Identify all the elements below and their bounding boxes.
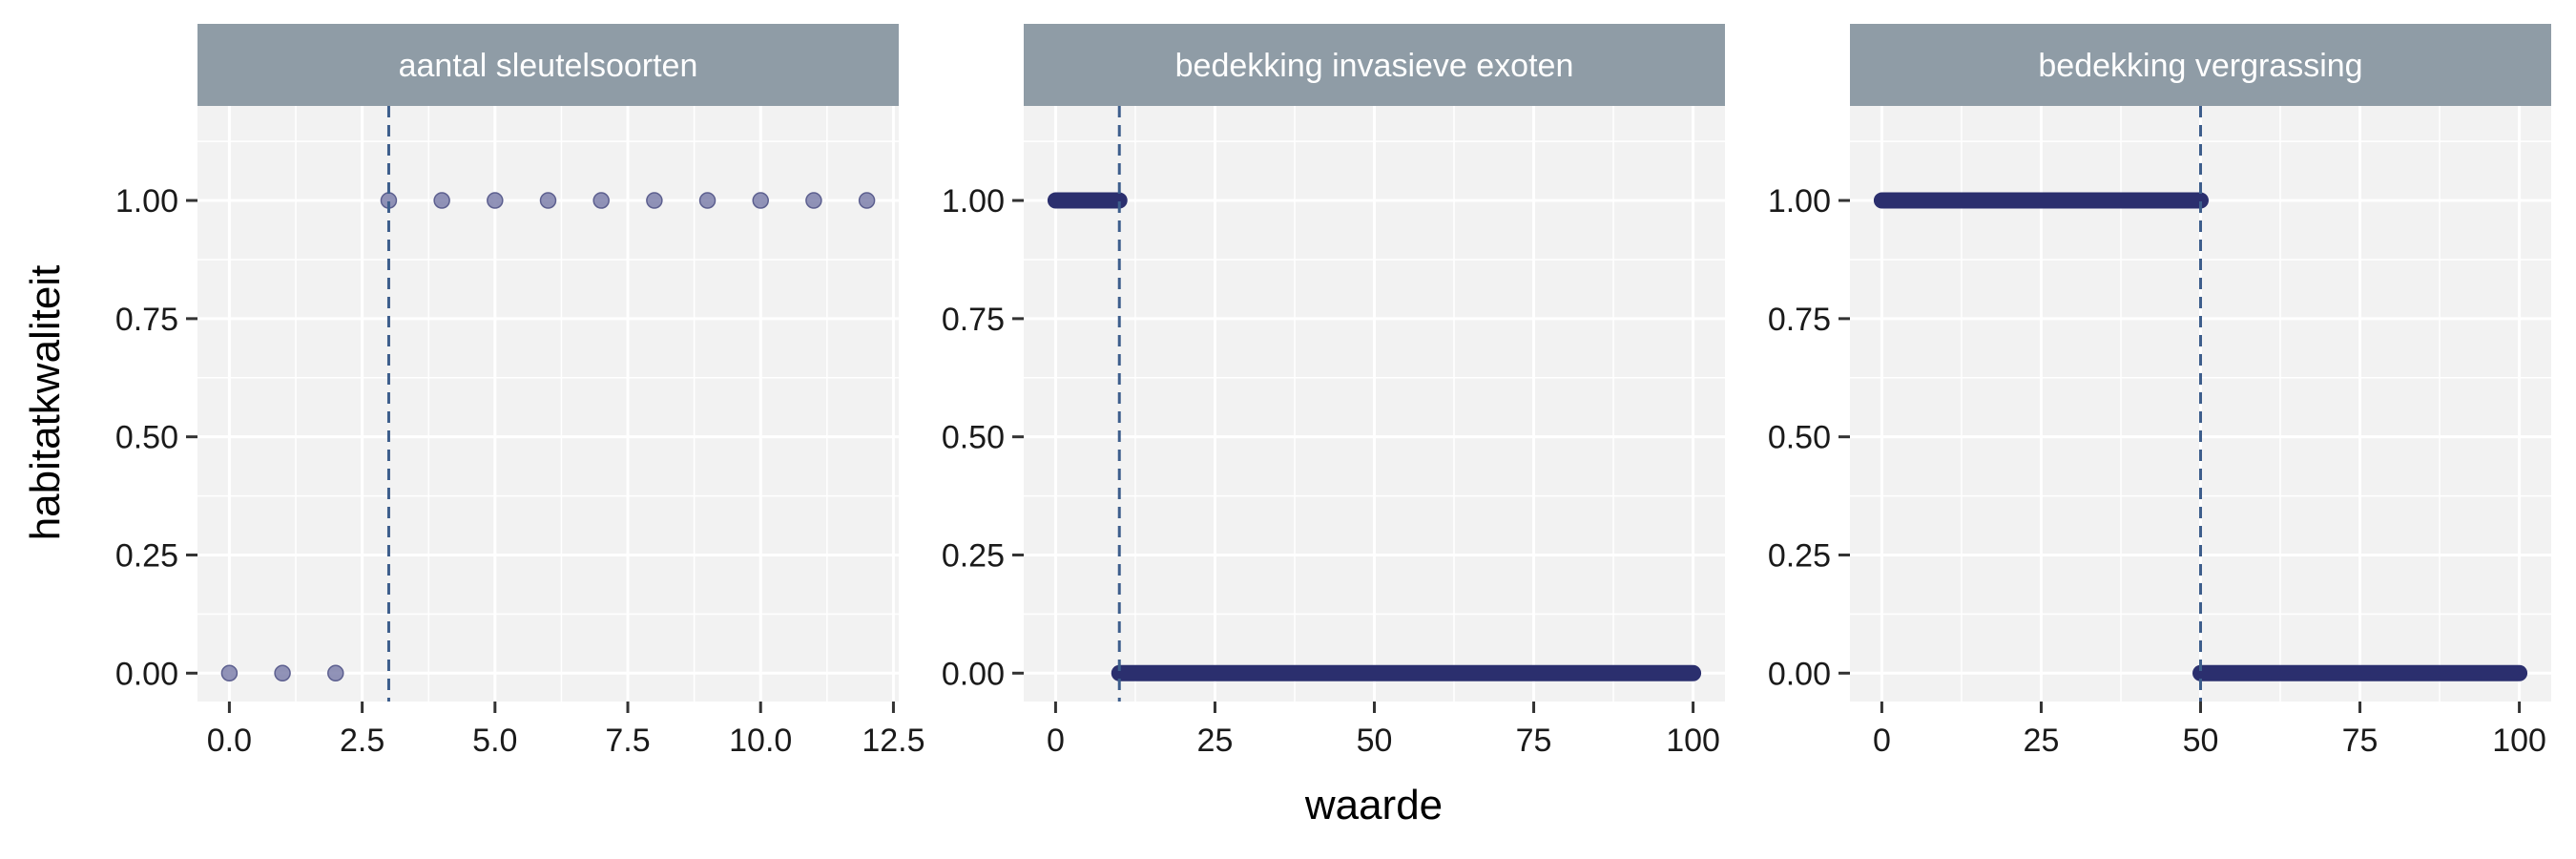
x-tick-label: 7.5 — [605, 723, 650, 759]
facet-strip — [197, 24, 899, 106]
y-tick-label: 0.75 — [115, 302, 178, 338]
facet-strip-label: bedekking invasieve exoten — [1175, 48, 1574, 84]
x-tick-label: 50 — [2183, 723, 2219, 759]
facet-panels: aantal sleutelsoorten0.000.250.500.751.0… — [115, 24, 2551, 759]
facet-panel: bedekking vergrassing 0.00 0.25 0.50 0.75 1.0… — [1768, 24, 2551, 759]
x-tick-label: 50 — [1357, 723, 1393, 759]
x-tick-label: 0.0 — [207, 723, 252, 759]
y-tick-label: 0.00 — [115, 656, 178, 692]
y-tick-label: 1.00 — [115, 183, 178, 220]
y-tick-label: 0.50 — [1768, 420, 1831, 456]
y-axis-title: habitatkwaliteit — [22, 265, 69, 541]
y-tick-label: 1.00 — [942, 183, 1005, 220]
x-tick-label: 75 — [2342, 723, 2379, 759]
data-point — [698, 192, 717, 209]
y-tick-label: 0.00 — [1768, 656, 1831, 692]
facet-strip-label: aantal sleutelsoorten — [399, 48, 698, 84]
y-tick-label: 0.25 — [115, 537, 178, 574]
x-tick-label: 2.5 — [340, 723, 384, 759]
data-point — [592, 192, 610, 209]
x-tick-label: 75 — [1516, 723, 1552, 759]
y-tick-label: 0.25 — [1768, 537, 1831, 574]
data-point — [539, 192, 557, 209]
x-tick-label: 5.0 — [472, 723, 517, 759]
data-point — [752, 192, 769, 209]
facet-panel: aantal sleutelsoorten 0.00 0.25 0.50 0.75 1.0… — [115, 24, 925, 759]
y-tick-label: 0.50 — [942, 420, 1005, 456]
data-point — [220, 664, 239, 682]
facet-strip — [1850, 24, 2551, 106]
y-tick-label: 1.00 — [1768, 183, 1831, 220]
y-tick-label: 0.00 — [942, 656, 1005, 692]
x-axis-title: waarde — [1304, 782, 1443, 828]
y-tick-label: 0.50 — [115, 420, 178, 456]
facet-strip-label: bedekking vergrassing — [2038, 48, 2362, 84]
x-tick-label: 0 — [1047, 723, 1065, 759]
x-tick-label: 12.5 — [862, 723, 924, 759]
data-point — [487, 192, 504, 209]
data-point — [327, 664, 344, 682]
x-tick-label: 25 — [1197, 723, 1234, 759]
data-point — [433, 192, 450, 209]
facet-panel: bedekking invasieve exoten 0.00 0.25 0.50 0.… — [942, 24, 1725, 759]
data-point — [274, 664, 291, 682]
y-tick-label: 0.75 — [1768, 302, 1831, 338]
x-tick-label: 25 — [2024, 723, 2060, 759]
data-point — [646, 192, 663, 209]
y-tick-label: 0.25 — [942, 537, 1005, 574]
x-tick-label: 100 — [2492, 723, 2546, 759]
x-tick-label: 10.0 — [729, 723, 792, 759]
data-point — [858, 192, 876, 209]
x-tick-label: 100 — [1666, 723, 1720, 759]
x-tick-label: 0 — [1873, 723, 1891, 759]
data-point — [805, 192, 822, 209]
y-tick-label: 0.75 — [942, 302, 1005, 338]
facet-strip — [1024, 24, 1725, 106]
